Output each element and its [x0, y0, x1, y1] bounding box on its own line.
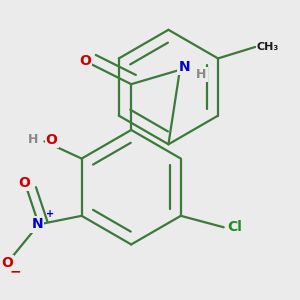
- Text: CH₃: CH₃: [257, 42, 279, 52]
- Text: O: O: [80, 54, 92, 68]
- Text: H: H: [196, 68, 206, 81]
- Text: H: H: [28, 134, 38, 146]
- Text: −: −: [10, 265, 22, 279]
- Text: +: +: [46, 209, 54, 219]
- Text: O: O: [46, 133, 58, 147]
- Text: O: O: [19, 176, 30, 190]
- Text: N: N: [32, 218, 43, 231]
- Text: O: O: [1, 256, 13, 270]
- Text: N: N: [178, 60, 190, 74]
- Text: Cl: Cl: [228, 220, 243, 234]
